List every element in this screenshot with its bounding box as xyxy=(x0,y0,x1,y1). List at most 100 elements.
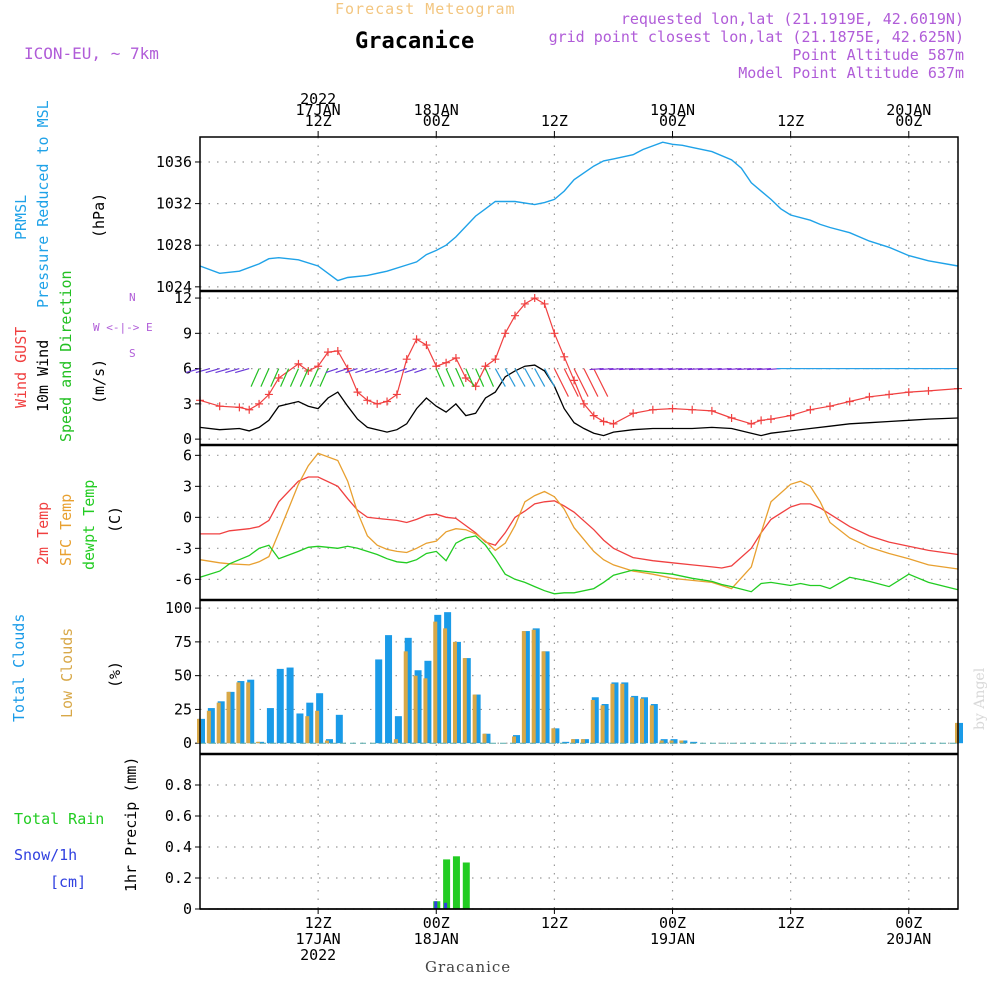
wind-arrow xyxy=(355,368,368,374)
total-cloud-bar xyxy=(463,658,471,744)
total-cloud-bar xyxy=(601,704,609,744)
gust-marker xyxy=(442,358,451,367)
total-cloud-bar xyxy=(316,693,324,744)
total-cloud-bar xyxy=(266,708,274,744)
low-cloud-bar xyxy=(413,675,418,744)
time-label-top: 00Z xyxy=(895,112,922,130)
gust-marker xyxy=(264,390,273,399)
time-label-top: 12Z xyxy=(305,112,332,130)
low-cloud-bar xyxy=(610,683,615,744)
low-cloud-bar xyxy=(512,736,517,744)
low-cloud-bar xyxy=(423,678,428,744)
time-label-top: 00Z xyxy=(659,112,686,130)
time-label-bottom: 17JAN xyxy=(296,930,341,948)
wind-arrow xyxy=(195,368,211,374)
wind-arrow xyxy=(345,368,358,374)
wind-line xyxy=(199,364,959,437)
wind-arrow xyxy=(235,368,250,374)
low-cloud-bar xyxy=(571,739,576,744)
wind-arrow xyxy=(465,368,475,387)
wind-arrow xyxy=(619,367,634,371)
gust-marker xyxy=(215,402,224,411)
low-cloud-bar xyxy=(659,740,664,744)
gust-marker xyxy=(412,335,421,344)
compass-s: S xyxy=(129,347,136,360)
gust-marker xyxy=(747,419,756,428)
snow-label: Snow/1h xyxy=(14,846,78,864)
low-cloud-bar xyxy=(600,705,605,744)
wind-arrow xyxy=(717,367,732,371)
total-cloud-bar xyxy=(562,741,570,744)
footer-location: Gracanice xyxy=(425,958,512,976)
gust-marker xyxy=(540,299,549,308)
tick-label-y: 50 xyxy=(174,667,192,685)
total-cloud-bar xyxy=(483,733,491,744)
gust-marker xyxy=(570,376,579,385)
gust-marker xyxy=(648,405,657,414)
rain-bar xyxy=(462,862,470,909)
time-label-bottom: 00Z xyxy=(423,914,450,932)
gust-marker xyxy=(304,366,313,375)
tick-label-y: 6 xyxy=(183,446,192,464)
time-label-top: 12Z xyxy=(541,112,568,130)
low-cloud-bar xyxy=(541,651,546,744)
tick-label-y: 0.8 xyxy=(165,776,192,794)
gust-marker xyxy=(353,388,362,397)
time-label-top: 18JAN xyxy=(414,101,459,119)
wind-arrow xyxy=(185,368,201,374)
total-cloud-bar xyxy=(286,667,294,744)
low-cloud-bar xyxy=(393,739,398,744)
gust-marker xyxy=(826,402,835,411)
tick-label-y: 0.2 xyxy=(165,869,192,887)
tick-label-y: 75 xyxy=(174,633,192,651)
gust-marker xyxy=(274,373,283,382)
low-cloud-bar xyxy=(521,631,526,744)
gust-marker xyxy=(727,413,736,422)
model-altitude: Model Point Altitude 637m xyxy=(738,64,964,82)
rain-label: Total Rain xyxy=(14,810,105,828)
snow-unit-label: [cm] xyxy=(50,873,87,891)
tick-label-y: 3 xyxy=(183,395,192,413)
time-label-top: 17JAN xyxy=(296,101,341,119)
temp-dewpt-line xyxy=(199,535,959,595)
gust-marker xyxy=(511,311,520,320)
wind-arrow xyxy=(309,368,319,387)
gust-marker xyxy=(501,329,510,338)
low-cloud-bar xyxy=(630,697,635,744)
tick-label-y: 1024 xyxy=(156,278,192,296)
tick-label-y: 0.6 xyxy=(165,807,192,825)
wind-arrow xyxy=(250,368,260,387)
total-cloud-bar xyxy=(453,641,461,744)
total-cloud-bar xyxy=(513,735,521,744)
super-title: Forecast Meteogram xyxy=(335,0,516,18)
wind-arrow xyxy=(756,367,772,371)
wind-arrow xyxy=(414,368,427,374)
total-cloud-bar xyxy=(237,681,245,744)
gust-marker xyxy=(520,299,529,308)
tick-label-y: 1036 xyxy=(156,153,192,171)
wind-arrow xyxy=(609,367,624,371)
total-cloud-bar xyxy=(552,728,560,744)
low-cloud-bar xyxy=(649,705,654,744)
wind-arrow xyxy=(658,367,673,371)
wind-arrow xyxy=(475,368,485,387)
gust-marker xyxy=(245,405,254,414)
snow-bar xyxy=(434,901,438,909)
total-cloud-bar xyxy=(956,722,963,744)
total-cloud-bar xyxy=(257,741,265,744)
time-label-bottom: 00Z xyxy=(895,914,922,932)
wind-arrow xyxy=(325,368,339,374)
tick-label-y: 1032 xyxy=(156,195,192,213)
wind-arrow xyxy=(727,367,742,371)
low-cloud-bar xyxy=(236,682,241,744)
total-cloud-bar xyxy=(670,739,678,744)
tick-label-y: 100 xyxy=(165,599,192,617)
wind-arrow xyxy=(455,368,465,387)
total-cloud-bar xyxy=(434,614,442,744)
total-cloud-bar xyxy=(217,701,225,744)
time-label-top: 12Z xyxy=(777,112,804,130)
wind-arrow xyxy=(737,367,752,371)
gust-marker xyxy=(589,411,598,420)
wind-arrow xyxy=(563,368,579,397)
wind-arrow xyxy=(280,368,290,387)
